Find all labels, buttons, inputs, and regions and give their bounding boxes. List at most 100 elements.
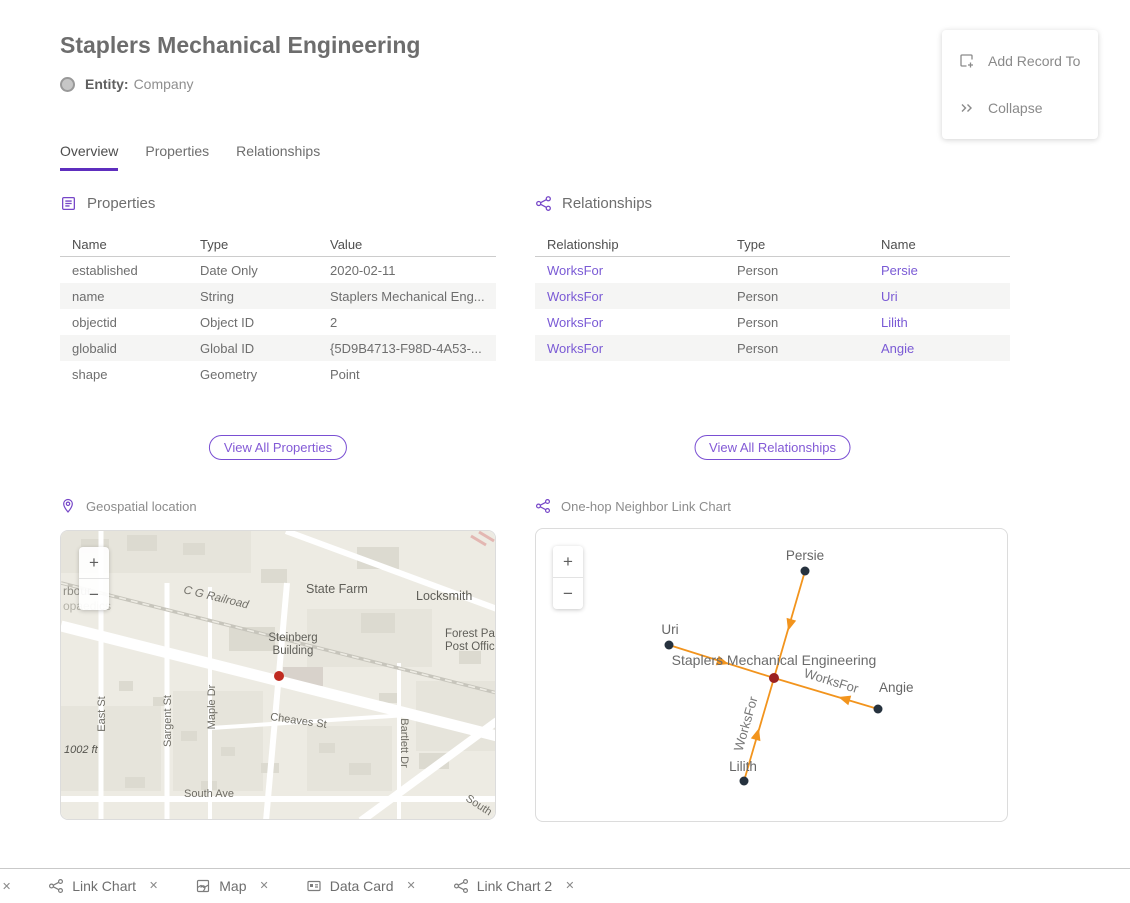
close-icon[interactable]: ✕ xyxy=(149,881,158,892)
chart-node-lilith[interactable] xyxy=(740,777,749,786)
link-chart-icon xyxy=(535,498,551,514)
relationship-link[interactable]: WorksFor xyxy=(547,289,603,304)
context-menu: Add Record To Collapse xyxy=(942,30,1098,139)
rel-type: Person xyxy=(725,289,869,304)
relationship-link[interactable]: WorksFor xyxy=(547,341,603,356)
table-row: globalid Global ID {5D9B4713-F98D-4A53-.… xyxy=(60,335,496,361)
workspace-tab-map[interactable]: Map ✕ xyxy=(195,878,268,894)
zoom-out-button[interactable]: − xyxy=(553,578,583,609)
entity-row: Entity: Company xyxy=(60,76,193,92)
entity-value: Company xyxy=(134,76,194,92)
chart-node-persie[interactable] xyxy=(801,567,810,576)
edge-arrow-icon xyxy=(783,618,796,632)
view-all-relationships-button[interactable]: View All Relationships xyxy=(694,435,851,460)
table-row: WorksFor Person Lilith xyxy=(535,309,1010,335)
close-icon[interactable]: ✕ xyxy=(259,881,268,892)
column-header: Value xyxy=(318,237,496,252)
table-row: shape Geometry Point xyxy=(60,361,496,387)
prop-name: shape xyxy=(60,367,188,382)
add-record-icon xyxy=(958,52,976,70)
menu-item-collapse[interactable]: Collapse xyxy=(942,91,1098,125)
zoom-in-button[interactable]: + xyxy=(79,547,109,578)
node-label: Angie xyxy=(879,680,914,695)
relationships-table: Relationship Type Name WorksFor Person P… xyxy=(535,233,1010,361)
relationships-heading: Relationships xyxy=(562,195,652,212)
prop-value: 2020-02-11 xyxy=(318,263,496,278)
properties-column: Properties Name Type Value established D… xyxy=(60,195,496,827)
link-chart-icon xyxy=(48,878,64,894)
properties-section-header: Properties xyxy=(60,195,155,212)
prop-type: Object ID xyxy=(188,315,318,330)
tab-relationships[interactable]: Relationships xyxy=(236,143,320,171)
close-icon[interactable]: ✕ xyxy=(2,880,11,893)
close-icon[interactable]: ✕ xyxy=(407,881,416,892)
map-label: Maple Dr xyxy=(206,684,218,729)
node-label: Lilith xyxy=(729,759,757,774)
zoom-in-button[interactable]: + xyxy=(553,546,583,577)
map-label: Sargent St xyxy=(162,695,174,747)
related-entity-link[interactable]: Uri xyxy=(881,289,898,304)
prop-value: Point xyxy=(318,367,496,382)
link-chart-canvas[interactable]: WorksFor WorksFor Persie Uri Angie Lilit… xyxy=(536,529,1008,821)
column-header: Name xyxy=(869,237,1010,252)
tab-label: Link Chart xyxy=(72,878,136,894)
properties-icon xyxy=(60,195,77,212)
node-label: Persie xyxy=(786,548,824,563)
edge-label: WorksFor xyxy=(802,665,861,696)
prop-value: Staplers Mechanical Eng... xyxy=(318,289,496,304)
prop-name: name xyxy=(60,289,188,304)
related-entity-link[interactable]: Lilith xyxy=(881,315,908,330)
related-entity-link[interactable]: Persie xyxy=(881,263,918,278)
tab-label: Link Chart 2 xyxy=(477,878,552,894)
view-all-properties-button[interactable]: View All Properties xyxy=(209,435,347,460)
tab-label: Map xyxy=(219,878,246,894)
node-label: Uri xyxy=(661,622,678,637)
map-card: + − xyxy=(60,530,496,820)
rel-type: Person xyxy=(725,341,869,356)
properties-table-header: Name Type Value xyxy=(60,233,496,257)
relationships-table-header: Relationship Type Name xyxy=(535,233,1010,257)
prop-type: String xyxy=(188,289,318,304)
prop-value: 2 xyxy=(318,315,496,330)
entity-label: Entity: xyxy=(85,76,129,92)
rel-type: Person xyxy=(725,315,869,330)
table-row: WorksFor Person Uri xyxy=(535,283,1010,309)
workspace-tab-link-chart[interactable]: Link Chart ✕ xyxy=(48,878,158,894)
workspace-tab-link-chart-2[interactable]: Link Chart 2 ✕ xyxy=(453,878,575,894)
link-chart-section-header: One-hop Neighbor Link Chart xyxy=(535,498,731,514)
menu-item-label: Collapse xyxy=(988,100,1042,116)
collapse-icon xyxy=(958,99,976,117)
edge-label: WorksFor xyxy=(731,694,761,753)
prop-name: objectid xyxy=(60,315,188,330)
tab-properties[interactable]: Properties xyxy=(145,143,209,171)
chart-zoom-control: + − xyxy=(553,546,583,609)
map-zoom-control: + − xyxy=(79,547,109,610)
column-header: Type xyxy=(188,237,318,252)
chart-node-uri[interactable] xyxy=(665,641,674,650)
related-entity-link[interactable]: Angie xyxy=(881,341,914,356)
page-title: Staplers Mechanical Engineering xyxy=(60,32,420,59)
map-label: Bartlett Dr xyxy=(398,718,410,768)
menu-item-add-record-to[interactable]: Add Record To xyxy=(942,44,1098,78)
zoom-out-button[interactable]: − xyxy=(79,579,109,610)
menu-item-label: Add Record To xyxy=(988,53,1080,69)
properties-table: Name Type Value established Date Only 20… xyxy=(60,233,496,387)
map-canvas[interactable]: rbour opaedics C G Railroad State Farm L… xyxy=(61,531,496,820)
workspace-tab-data-card[interactable]: Data Card ✕ xyxy=(306,878,416,894)
map-marker[interactable] xyxy=(274,671,284,681)
relationships-column: Relationships Relationship Type Name Wor… xyxy=(535,195,1010,827)
tab-overview[interactable]: Overview xyxy=(60,143,118,171)
map-label: Post Offic xyxy=(445,641,495,653)
relationship-link[interactable]: WorksFor xyxy=(547,315,603,330)
table-row: WorksFor Person Angie xyxy=(535,335,1010,361)
close-icon[interactable]: ✕ xyxy=(565,881,574,892)
relationships-icon xyxy=(535,195,552,212)
tab-strip: Overview Properties Relationships xyxy=(60,143,320,171)
prop-value: {5D9B4713-F98D-4A53-... xyxy=(318,341,496,356)
chart-node-center[interactable] xyxy=(769,673,779,683)
map-icon xyxy=(195,878,211,894)
map-label: Forest Par xyxy=(445,628,496,640)
chart-node-angie[interactable] xyxy=(874,705,883,714)
prop-name: globalid xyxy=(60,341,188,356)
relationship-link[interactable]: WorksFor xyxy=(547,263,603,278)
